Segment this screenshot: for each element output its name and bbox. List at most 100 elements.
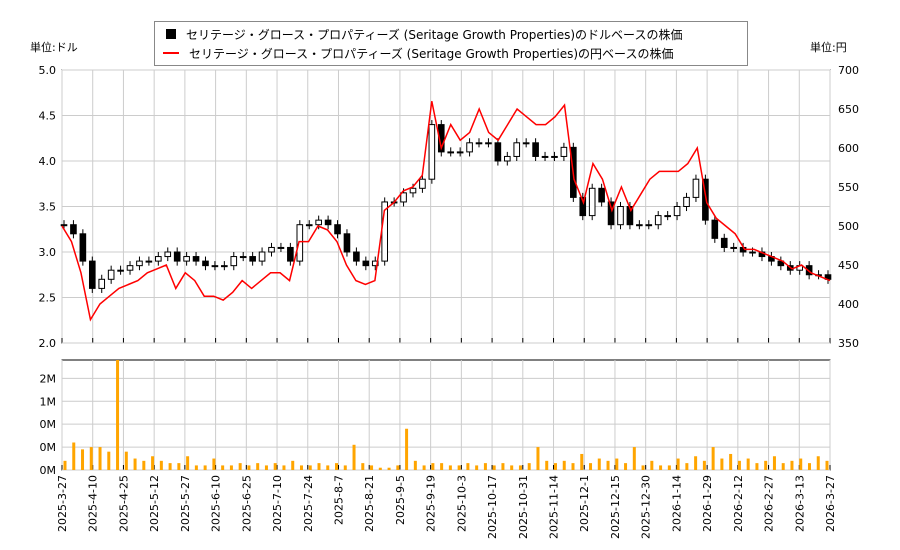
volume-bar bbox=[317, 463, 321, 470]
volume-bar bbox=[702, 460, 706, 470]
volume-bar bbox=[492, 465, 496, 470]
candle bbox=[362, 260, 370, 267]
x-tick-label: 2025-8-21 bbox=[363, 475, 376, 532]
volume-bar bbox=[589, 463, 593, 470]
candle bbox=[88, 260, 96, 289]
y-right-tick-label: 350 bbox=[838, 337, 859, 350]
candle bbox=[221, 265, 228, 268]
volume-bar bbox=[641, 465, 645, 470]
volume-bar bbox=[755, 463, 759, 470]
volume-bar bbox=[98, 447, 102, 470]
volume-bar bbox=[133, 458, 137, 470]
candle bbox=[494, 142, 502, 162]
candle bbox=[277, 246, 285, 249]
candle bbox=[645, 224, 653, 227]
y-left-tick-label: 4.0 bbox=[39, 155, 57, 168]
candle bbox=[107, 269, 115, 280]
volume-bar bbox=[807, 463, 811, 470]
candle bbox=[579, 196, 587, 217]
volume-bar bbox=[667, 465, 671, 470]
candle bbox=[202, 260, 209, 267]
legend-label-jpy: セリテージ・グロース・プロパティーズ (Seritage Growth Prop… bbox=[189, 46, 674, 61]
candle bbox=[192, 256, 200, 262]
candle bbox=[60, 224, 68, 227]
volume-bar bbox=[466, 463, 470, 470]
candle bbox=[258, 251, 266, 262]
volume-bar bbox=[536, 447, 540, 470]
y-right-tick-label: 700 bbox=[838, 64, 859, 77]
candle bbox=[532, 142, 539, 157]
volume-bar bbox=[413, 460, 417, 470]
volume-bar bbox=[457, 465, 461, 470]
candle bbox=[400, 192, 407, 203]
candle bbox=[428, 124, 436, 180]
x-tick-label: 2025-5-12 bbox=[148, 475, 161, 532]
y-left-tick-label: 5.0 bbox=[39, 64, 57, 77]
y-left-tick-label: 3.5 bbox=[39, 201, 57, 214]
volume-bar bbox=[440, 463, 444, 470]
y-right-tick-label: 500 bbox=[838, 220, 859, 233]
candle bbox=[305, 224, 313, 227]
volume-bar bbox=[448, 465, 452, 470]
volume-bar bbox=[799, 458, 803, 470]
volume-tick-label: 2M bbox=[40, 372, 57, 385]
volume-bar bbox=[264, 465, 268, 470]
y-left-tick-label: 3.0 bbox=[39, 246, 57, 259]
y-right-tick-label: 550 bbox=[838, 181, 859, 194]
y-right-tick-label: 450 bbox=[838, 259, 859, 272]
volume-bar bbox=[221, 465, 225, 470]
right-unit-label: 単位:円 bbox=[810, 41, 847, 54]
volume-bar bbox=[273, 463, 277, 470]
candle bbox=[711, 219, 719, 239]
volume-bar bbox=[238, 463, 242, 470]
candle bbox=[447, 151, 455, 154]
volume-bar bbox=[790, 460, 794, 470]
candle bbox=[315, 219, 322, 226]
volume-bar bbox=[387, 467, 391, 470]
candle bbox=[673, 206, 681, 217]
volume-bar bbox=[370, 465, 374, 470]
candle bbox=[70, 224, 77, 235]
volume-bar bbox=[772, 456, 776, 470]
volume-bar bbox=[553, 463, 557, 470]
candle bbox=[692, 178, 700, 198]
x-tick-label: 2025-11-14 bbox=[548, 475, 561, 539]
y-right-tick-label: 650 bbox=[838, 103, 859, 116]
volume-bar bbox=[142, 460, 146, 470]
volume-bar bbox=[580, 453, 584, 470]
volume-bar bbox=[597, 458, 601, 470]
volume-bar bbox=[203, 465, 207, 470]
volume-bar bbox=[107, 451, 111, 470]
candle bbox=[654, 215, 662, 226]
volume-bar bbox=[527, 463, 531, 470]
volume-bar bbox=[729, 453, 733, 470]
volume-bar bbox=[746, 458, 750, 470]
y-left-tick-label: 2.0 bbox=[39, 337, 57, 350]
x-tick-label: 2025-10-31 bbox=[517, 475, 530, 539]
volume-bar bbox=[282, 465, 286, 470]
x-tick-label: 2025-6-25 bbox=[240, 475, 253, 532]
volume-bar bbox=[431, 463, 435, 470]
candle bbox=[513, 142, 521, 157]
x-tick-label: 2026-3-13 bbox=[793, 475, 806, 532]
volume-bar bbox=[343, 465, 347, 470]
volume-bar bbox=[650, 460, 654, 470]
volume-bar bbox=[308, 465, 312, 470]
candle bbox=[475, 142, 483, 145]
candle bbox=[485, 142, 492, 145]
candle bbox=[296, 224, 304, 262]
y-right-tick-label: 600 bbox=[838, 142, 859, 155]
candle bbox=[437, 124, 445, 153]
candle bbox=[126, 265, 134, 271]
candle bbox=[683, 196, 690, 207]
volume-bar bbox=[781, 463, 785, 470]
volume-bar bbox=[177, 463, 181, 470]
volume-bar bbox=[624, 463, 628, 470]
x-tick-label: 2025-10-17 bbox=[486, 475, 499, 539]
candle bbox=[371, 260, 379, 267]
candle bbox=[164, 251, 172, 258]
volume-bar bbox=[247, 465, 251, 470]
y-left-tick-label: 4.5 bbox=[39, 110, 57, 123]
candle bbox=[249, 256, 256, 262]
legend: セリテージ・グロース・プロパティーズ (Seritage Growth Prop… bbox=[154, 21, 748, 66]
